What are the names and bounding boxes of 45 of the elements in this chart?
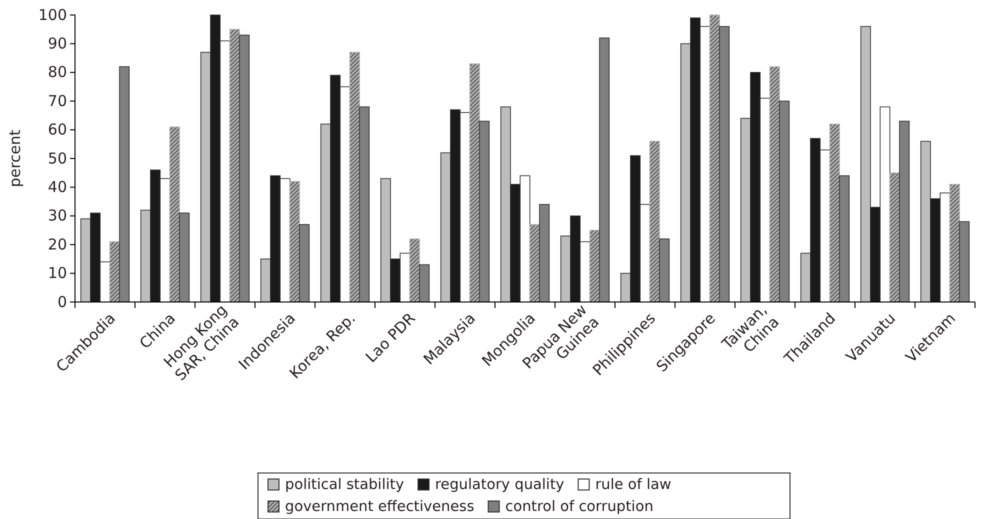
bar bbox=[409, 238, 420, 302]
bar bbox=[299, 224, 310, 302]
legend-label: regulatory quality bbox=[435, 477, 565, 493]
bar bbox=[289, 181, 300, 302]
bar bbox=[359, 106, 370, 302]
y-tick-label: 100 bbox=[38, 6, 67, 24]
y-tick-label: 30 bbox=[48, 206, 67, 225]
y-tick-label: 0 bbox=[57, 292, 67, 311]
y-tick-label: 60 bbox=[48, 120, 67, 139]
bar bbox=[709, 14, 720, 302]
bar bbox=[469, 63, 480, 302]
legend-label: control of corruption bbox=[505, 499, 654, 515]
y-tick-label: 20 bbox=[48, 235, 67, 254]
bar bbox=[959, 221, 970, 302]
y-tick-label: 80 bbox=[48, 63, 67, 82]
bar bbox=[839, 175, 850, 302]
y-tick-label: 70 bbox=[48, 92, 67, 110]
bar bbox=[719, 26, 730, 302]
bar bbox=[779, 100, 790, 302]
bar bbox=[659, 238, 670, 302]
bar bbox=[769, 66, 780, 302]
bar bbox=[649, 140, 660, 302]
bar bbox=[179, 212, 190, 302]
bar bbox=[529, 224, 540, 302]
bar bbox=[949, 184, 960, 302]
y-tick-label: 10 bbox=[48, 264, 67, 282]
bar bbox=[889, 172, 900, 302]
y-tick-label: 50 bbox=[48, 149, 67, 168]
legend-label: political stability bbox=[285, 477, 404, 493]
y-axis-title: percent bbox=[6, 130, 24, 188]
bar bbox=[119, 66, 130, 302]
y-tick-label: 90 bbox=[48, 34, 67, 52]
bar bbox=[829, 124, 840, 302]
bar bbox=[479, 120, 490, 302]
bar bbox=[169, 126, 180, 302]
bar bbox=[239, 34, 250, 302]
bar bbox=[229, 28, 240, 302]
bar bbox=[599, 38, 610, 302]
bar bbox=[539, 204, 550, 302]
y-tick-label: 40 bbox=[48, 178, 67, 196]
legend-label: government effectiveness bbox=[285, 499, 474, 515]
bar bbox=[349, 52, 360, 302]
bar bbox=[899, 120, 910, 302]
bar bbox=[419, 264, 430, 302]
legend-label: rule of law bbox=[595, 477, 672, 493]
